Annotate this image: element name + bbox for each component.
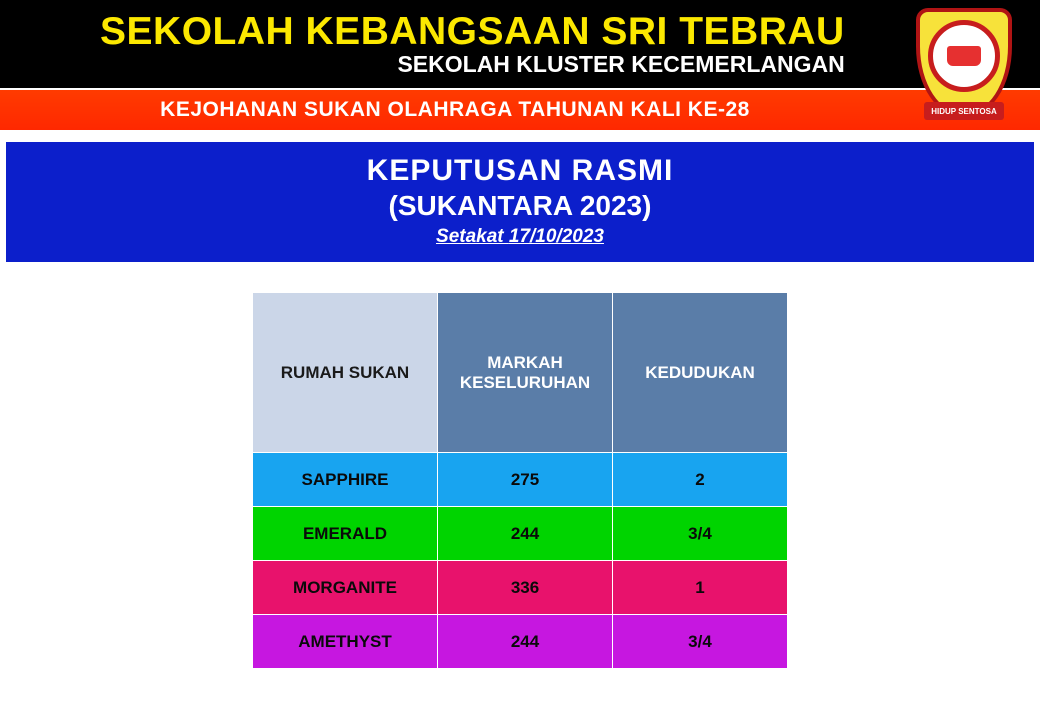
event-banner: KEJOHANAN SUKAN OLAHRAGA TAHUNAN KALI KE…	[0, 90, 1040, 130]
cell-score: 244	[438, 615, 613, 669]
col-header-score: MARKAH KESELURUHAN	[438, 293, 613, 453]
table-row: EMERALD 244 3/4	[253, 507, 788, 561]
table-row: AMETHYST 244 3/4	[253, 615, 788, 669]
cell-score: 275	[438, 453, 613, 507]
title-date: Setakat 17/10/2023	[6, 226, 1034, 248]
cell-house: SAPPHIRE	[253, 453, 438, 507]
cell-rank: 3/4	[613, 507, 788, 561]
cell-rank: 1	[613, 561, 788, 615]
cell-house: MORGANITE	[253, 561, 438, 615]
results-table-wrap: RUMAH SUKAN MARKAH KESELURUHAN KEDUDUKAN…	[0, 292, 1040, 669]
title-line-1: KEPUTUSAN RASMI	[6, 154, 1034, 188]
title-panel: KEPUTUSAN RASMI (SUKANTARA 2023) Setakat…	[6, 142, 1034, 262]
header-text-block: SEKOLAH KEBANGSAAN SRI TEBRAU SEKOLAH KL…	[100, 12, 845, 76]
results-table: RUMAH SUKAN MARKAH KESELURUHAN KEDUDUKAN…	[252, 292, 788, 669]
crest-motto: HIDUP SENTOSA	[924, 102, 1004, 120]
school-tagline: SEKOLAH KLUSTER KECEMERLANGAN	[100, 53, 845, 76]
col-header-house: RUMAH SUKAN	[253, 293, 438, 453]
cell-score: 336	[438, 561, 613, 615]
school-crest-icon: HIDUP SENTOSA	[912, 8, 1016, 136]
cell-score: 244	[438, 507, 613, 561]
cell-house: AMETHYST	[253, 615, 438, 669]
school-name: SEKOLAH KEBANGSAAN SRI TEBRAU	[100, 12, 845, 51]
table-row: MORGANITE 336 1	[253, 561, 788, 615]
title-line-2: (SUKANTARA 2023)	[6, 190, 1034, 222]
table-row: SAPPHIRE 275 2	[253, 453, 788, 507]
event-banner-text: KEJOHANAN SUKAN OLAHRAGA TAHUNAN KALI KE…	[160, 98, 750, 122]
col-header-rank: KEDUDUKAN	[613, 293, 788, 453]
cell-rank: 3/4	[613, 615, 788, 669]
cell-house: EMERALD	[253, 507, 438, 561]
cell-rank: 2	[613, 453, 788, 507]
header-bar: SEKOLAH KEBANGSAAN SRI TEBRAU SEKOLAH KL…	[0, 0, 1040, 88]
